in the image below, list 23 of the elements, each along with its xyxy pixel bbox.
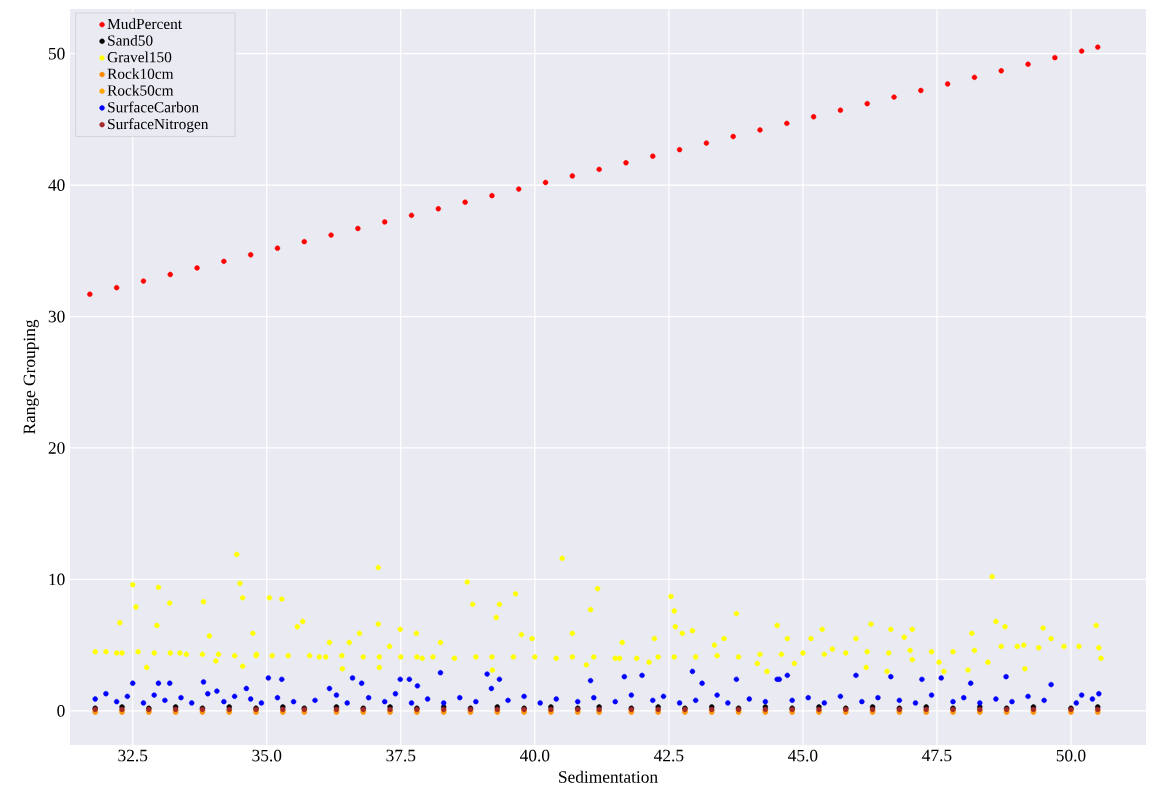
- x-tick-label: 40.0: [520, 749, 550, 762]
- legend-label: SurfaceCarbon: [108, 101, 199, 113]
- y-tick-label: 0: [57, 704, 65, 717]
- legend-label: MudPercent: [107, 18, 182, 30]
- y-tick-label: 50: [48, 47, 65, 60]
- y-tick-label: 10: [49, 573, 65, 586]
- y-tick-label: 40: [48, 179, 65, 191]
- x-tick-label: 45.0: [788, 749, 818, 762]
- legend-label: SurfaceNitrogen: [108, 118, 209, 133]
- x-tick-label: 50.0: [1056, 749, 1086, 762]
- x-tick-label: 35.0: [252, 749, 282, 762]
- y-tick-label: 30: [48, 310, 65, 323]
- legend-label: Rock10cm: [107, 68, 174, 79]
- y-tick-label: 20: [48, 442, 65, 454]
- x-tick-label: 47.5: [922, 749, 952, 762]
- legend-label: Gravel150: [107, 51, 172, 63]
- legend-label: Rock50cm: [107, 84, 174, 96]
- y-axis-title: Range Grouping: [23, 319, 39, 435]
- x-tick-label: 32.5: [118, 749, 148, 762]
- x-tick-label: 42.5: [654, 749, 684, 762]
- x-axis-title: Sedimentation: [559, 770, 658, 783]
- legend-label: Sand50: [108, 34, 153, 46]
- x-tick-label: 37.5: [386, 749, 416, 762]
